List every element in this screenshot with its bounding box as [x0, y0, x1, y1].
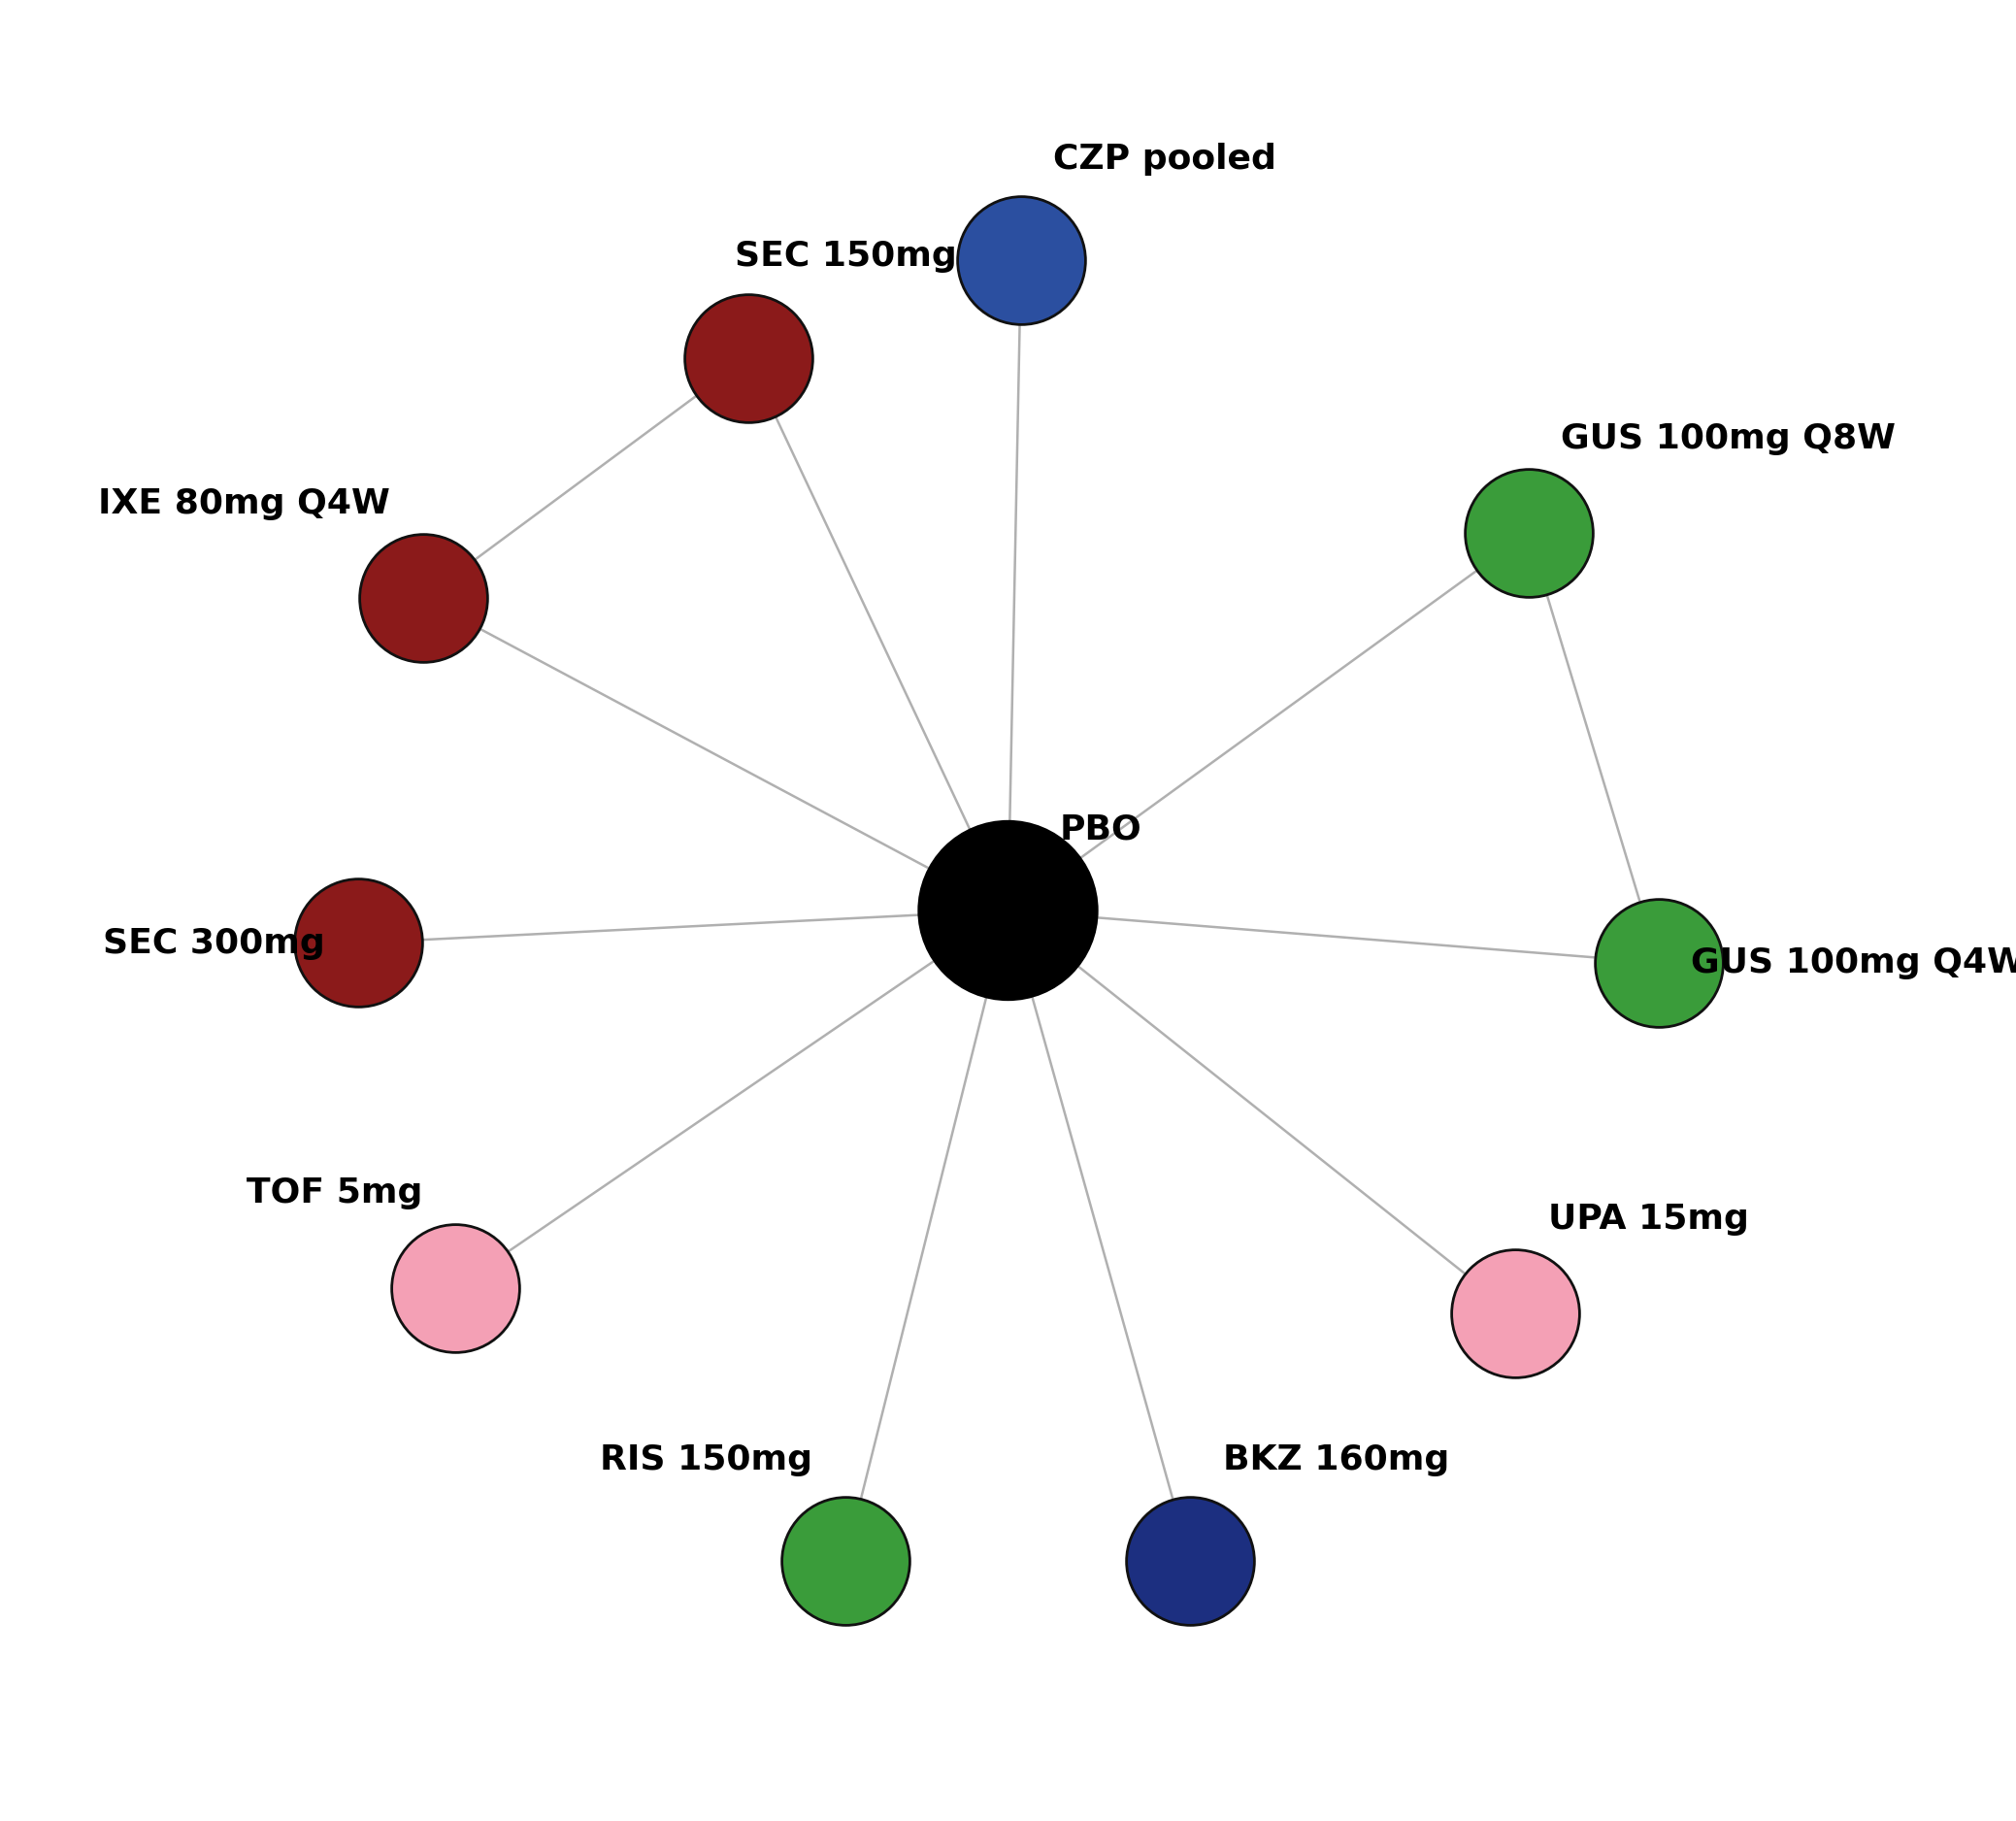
Point: [1004, 246, 1036, 275]
Text: SEC 150mg: SEC 150mg: [736, 240, 958, 273]
Point: [407, 585, 439, 614]
Text: GUS 100mg Q4W: GUS 100mg Q4W: [1691, 947, 2016, 980]
Point: [1500, 1298, 1532, 1328]
Point: [341, 929, 373, 958]
Text: CZP pooled: CZP pooled: [1054, 142, 1276, 175]
Text: SEC 300mg: SEC 300mg: [103, 927, 325, 960]
Point: [1173, 1546, 1206, 1575]
Point: [732, 342, 764, 371]
Point: [829, 1546, 861, 1575]
Text: GUS 100mg Q8W: GUS 100mg Q8W: [1560, 422, 1895, 455]
Point: [439, 1273, 472, 1302]
Point: [992, 896, 1024, 925]
Text: RIS 150mg: RIS 150mg: [601, 1444, 812, 1477]
Text: IXE 80mg Q4W: IXE 80mg Q4W: [99, 488, 391, 521]
Text: BKZ 160mg: BKZ 160mg: [1222, 1444, 1450, 1477]
Point: [1512, 519, 1544, 548]
Text: PBO: PBO: [1060, 812, 1143, 845]
Text: UPA 15mg: UPA 15mg: [1548, 1202, 1748, 1236]
Text: TOF 5mg: TOF 5mg: [246, 1176, 423, 1209]
Point: [1643, 949, 1675, 978]
